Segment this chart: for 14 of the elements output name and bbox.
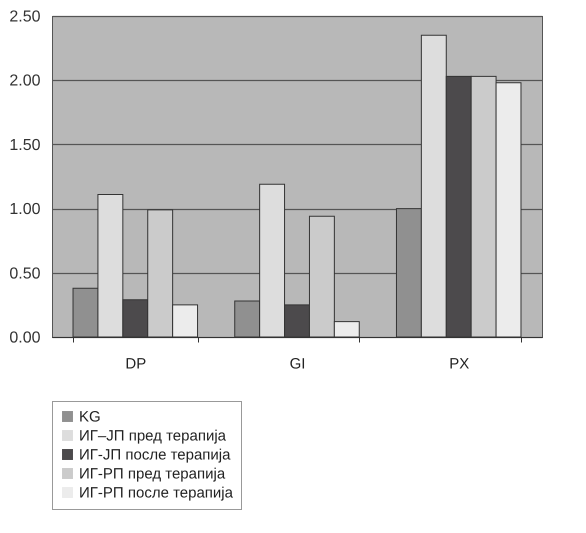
x-tick-label: GI [290, 356, 306, 372]
y-tick-label: 0.00 [9, 330, 41, 346]
y-tick-label: 2.00 [9, 72, 41, 90]
y-tick-label: 1.00 [9, 201, 41, 218]
x-tick-label: DP [125, 356, 146, 372]
y-tick-label: 2.50 [9, 8, 41, 26]
y-tick-label: 0.50 [9, 265, 41, 282]
legend-label: ИГ-РП после терапија [79, 484, 234, 502]
legend-label: ИГ-ЈП после терапија [79, 446, 232, 464]
legend-label: ИГ-РП пред терапија [79, 466, 226, 482]
y-tick-label: 1.50 [9, 136, 41, 154]
legend-label: ИГ–ЈП пред терапија [79, 428, 227, 444]
x-tick-label: PX [449, 356, 470, 372]
legend-label: KG [79, 408, 101, 426]
